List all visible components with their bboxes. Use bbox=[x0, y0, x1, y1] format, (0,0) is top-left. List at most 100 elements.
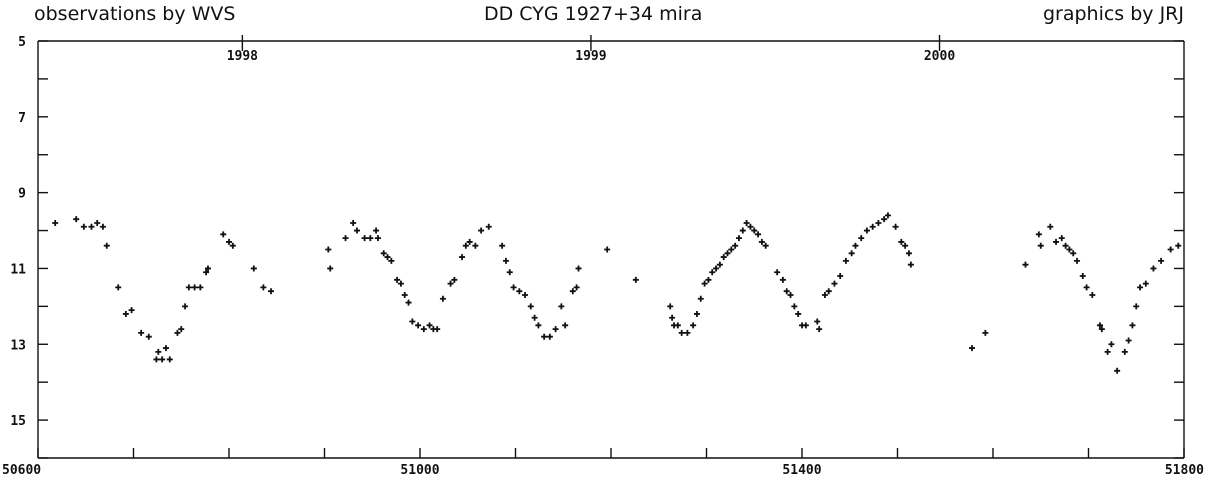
data-point bbox=[1150, 265, 1157, 272]
data-point bbox=[327, 265, 334, 272]
axis-ticks bbox=[37, 40, 1185, 459]
data-point bbox=[831, 280, 838, 287]
data-point bbox=[478, 227, 485, 234]
y-tick-label: 7 bbox=[18, 111, 26, 126]
data-point bbox=[898, 238, 905, 245]
data-point bbox=[325, 246, 332, 253]
data-point bbox=[558, 303, 565, 310]
data-point bbox=[1089, 291, 1096, 298]
data-point bbox=[153, 356, 160, 363]
data-point bbox=[466, 238, 473, 245]
data-point bbox=[690, 322, 697, 329]
data-point bbox=[447, 280, 454, 287]
data-point bbox=[816, 326, 823, 333]
data-point bbox=[342, 235, 349, 242]
data-point bbox=[80, 223, 87, 230]
data-point bbox=[1142, 280, 1149, 287]
data-point bbox=[250, 265, 257, 272]
data-point bbox=[229, 242, 236, 249]
data-point bbox=[758, 238, 765, 245]
data-point bbox=[527, 303, 534, 310]
data-point bbox=[1058, 235, 1065, 242]
data-point bbox=[1096, 322, 1103, 329]
data-point bbox=[103, 242, 110, 249]
data-point bbox=[1121, 348, 1128, 355]
data-point bbox=[713, 265, 720, 272]
data-point bbox=[1079, 273, 1086, 280]
data-point bbox=[451, 276, 458, 283]
data-point bbox=[743, 219, 750, 226]
data-point bbox=[724, 250, 731, 257]
header-center: DD CYG 1927+34 mira bbox=[484, 3, 702, 25]
data-point bbox=[821, 291, 828, 298]
data-point bbox=[795, 310, 802, 317]
data-point bbox=[881, 216, 888, 223]
data-point bbox=[502, 257, 509, 264]
data-point bbox=[531, 314, 538, 321]
data-point bbox=[1062, 242, 1069, 249]
data-point bbox=[783, 288, 790, 295]
data-point bbox=[1167, 246, 1174, 253]
data-point bbox=[697, 295, 704, 302]
data-point bbox=[709, 269, 716, 276]
data-point bbox=[145, 333, 152, 340]
x-tick-label: 51800 bbox=[1165, 463, 1204, 478]
data-point bbox=[384, 254, 391, 261]
x-tick-labels: 50600 51000 51400 51800 bbox=[2, 463, 1204, 478]
data-point bbox=[667, 303, 674, 310]
data-point bbox=[203, 269, 210, 276]
data-points bbox=[52, 212, 1182, 374]
data-point bbox=[178, 326, 185, 333]
data-point bbox=[869, 223, 876, 230]
data-point bbox=[720, 254, 727, 261]
data-point bbox=[374, 235, 381, 242]
data-point bbox=[367, 235, 374, 242]
data-point bbox=[669, 314, 676, 321]
data-point bbox=[350, 219, 357, 226]
data-point bbox=[485, 223, 492, 230]
data-point bbox=[842, 257, 849, 264]
data-point bbox=[426, 322, 433, 329]
data-point bbox=[735, 235, 742, 242]
data-point bbox=[1035, 231, 1042, 238]
data-point bbox=[678, 329, 685, 336]
data-point bbox=[751, 227, 758, 234]
data-point bbox=[204, 265, 211, 272]
y-tick-label: 15 bbox=[10, 414, 26, 429]
data-point bbox=[462, 242, 469, 249]
data-point bbox=[684, 329, 691, 336]
data-point bbox=[1098, 326, 1105, 333]
data-point bbox=[506, 269, 513, 276]
data-point bbox=[268, 288, 275, 295]
data-point bbox=[907, 261, 914, 268]
data-point bbox=[716, 261, 723, 268]
data-point bbox=[115, 284, 122, 291]
data-point bbox=[693, 310, 700, 317]
data-point bbox=[863, 227, 870, 234]
y-tick-label: 11 bbox=[10, 262, 26, 277]
y-tick-label: 5 bbox=[18, 35, 26, 50]
data-point bbox=[499, 242, 506, 249]
data-point bbox=[434, 326, 441, 333]
data-point bbox=[1047, 223, 1054, 230]
data-point bbox=[1133, 303, 1140, 310]
data-point bbox=[705, 276, 712, 283]
header-left: observations by WVS bbox=[34, 3, 236, 25]
data-point bbox=[546, 333, 553, 340]
data-point bbox=[1114, 367, 1121, 374]
data-point bbox=[787, 291, 794, 298]
data-point bbox=[1053, 238, 1060, 245]
data-point bbox=[73, 216, 80, 223]
data-point bbox=[902, 242, 909, 249]
data-point bbox=[155, 348, 162, 355]
data-point bbox=[762, 242, 769, 249]
data-point bbox=[522, 291, 529, 298]
data-point bbox=[982, 329, 989, 336]
data-point bbox=[774, 269, 781, 276]
header-right: graphics by JRJ bbox=[1043, 3, 1184, 25]
data-point bbox=[535, 322, 542, 329]
data-point bbox=[884, 212, 891, 219]
data-point bbox=[1037, 242, 1044, 249]
data-point bbox=[260, 284, 267, 291]
data-point bbox=[397, 280, 404, 287]
